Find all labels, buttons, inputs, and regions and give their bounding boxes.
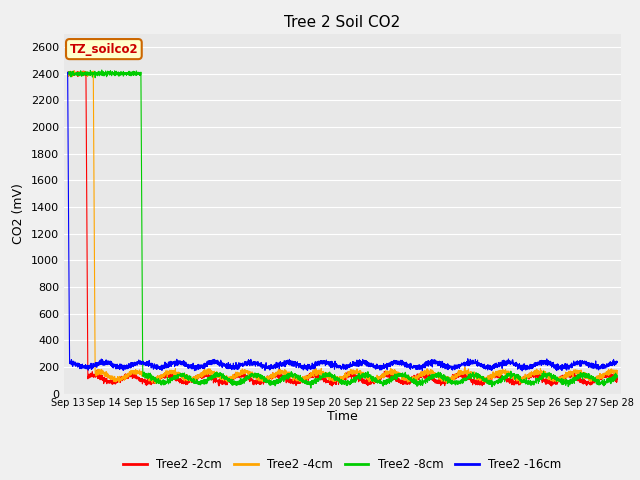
Tree2 -2cm xyxy=(295,379,303,385)
Tree2 -4cm xyxy=(570,371,577,376)
Tree2 -2cm xyxy=(299,376,307,382)
Line: Tree2 -8cm: Tree2 -8cm xyxy=(68,70,617,388)
Tree2 -2cm xyxy=(325,380,333,385)
Tree2 -4cm xyxy=(613,368,621,373)
Tree2 -2cm xyxy=(570,373,577,379)
Tree2 -4cm xyxy=(596,375,604,381)
Tree2 -16cm xyxy=(294,365,302,371)
Tree2 -8cm xyxy=(307,385,315,391)
Line: Tree2 -16cm: Tree2 -16cm xyxy=(68,72,617,371)
Tree2 -8cm xyxy=(64,71,72,76)
Tree2 -8cm xyxy=(295,377,303,383)
Text: TZ_soilco2: TZ_soilco2 xyxy=(70,43,138,56)
Y-axis label: CO2 (mV): CO2 (mV) xyxy=(12,183,26,244)
Tree2 -2cm xyxy=(463,376,471,382)
Tree2 -8cm xyxy=(613,374,621,380)
Tree2 -8cm xyxy=(325,373,333,379)
Tree2 -16cm xyxy=(325,360,333,366)
Tree2 -8cm xyxy=(570,379,577,384)
Tree2 -8cm xyxy=(596,379,604,385)
Tree2 -4cm xyxy=(64,72,72,77)
Tree2 -8cm xyxy=(463,374,471,380)
Tree2 -4cm xyxy=(70,68,78,73)
Tree2 -16cm xyxy=(299,363,307,369)
Tree2 -16cm xyxy=(463,359,470,364)
Line: Tree2 -4cm: Tree2 -4cm xyxy=(68,71,617,383)
Tree2 -2cm xyxy=(613,376,621,382)
Tree2 -16cm xyxy=(596,365,604,371)
Tree2 -4cm xyxy=(463,371,471,376)
Tree2 -4cm xyxy=(295,377,303,383)
Tree2 -2cm xyxy=(596,376,604,382)
Title: Tree 2 Soil CO2: Tree 2 Soil CO2 xyxy=(284,15,401,30)
Tree2 -4cm xyxy=(518,380,525,386)
Tree2 -16cm xyxy=(613,359,621,365)
Tree2 -8cm xyxy=(98,67,106,73)
Tree2 -8cm xyxy=(299,378,307,384)
Tree2 -16cm xyxy=(569,362,577,368)
Legend: Tree2 -2cm, Tree2 -4cm, Tree2 -8cm, Tree2 -16cm: Tree2 -2cm, Tree2 -4cm, Tree2 -8cm, Tree… xyxy=(118,454,566,476)
Tree2 -4cm xyxy=(299,375,307,381)
Tree2 -16cm xyxy=(64,70,72,75)
Tree2 -2cm xyxy=(328,383,336,389)
Line: Tree2 -2cm: Tree2 -2cm xyxy=(68,71,617,386)
X-axis label: Time: Time xyxy=(327,410,358,423)
Tree2 -2cm xyxy=(64,70,72,76)
Tree2 -2cm xyxy=(79,68,87,74)
Tree2 -4cm xyxy=(325,377,333,383)
Tree2 -16cm xyxy=(518,368,526,374)
